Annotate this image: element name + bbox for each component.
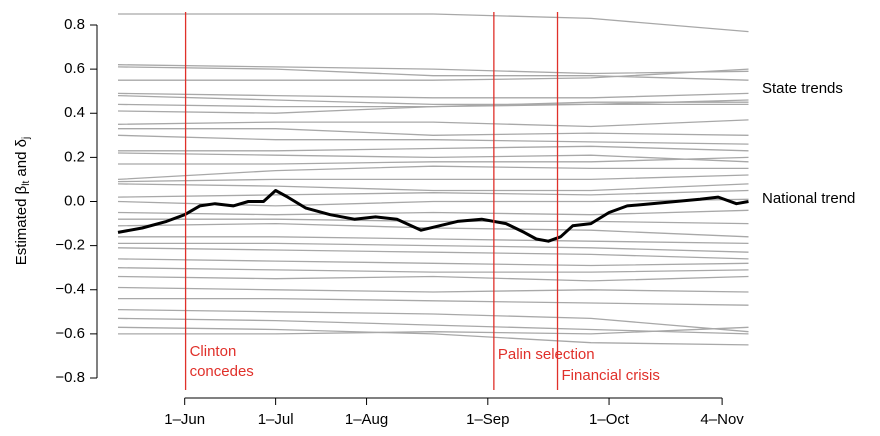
y-axis-label-part: j [21, 137, 32, 140]
state-trend-line [117, 189, 749, 198]
state-trend-line [117, 165, 749, 181]
state-trend-line [117, 267, 749, 273]
y-tick-label: −0.2 [55, 237, 85, 254]
state-trend-line [118, 326, 749, 335]
state-trends-label: State trends [762, 80, 843, 97]
x-tick-label: 1–Sep [466, 411, 509, 428]
state-trend-line [117, 326, 749, 346]
state-trend-line [117, 119, 749, 128]
y-tick-label: −0.8 [55, 369, 85, 386]
y-axis-label-part: lt [21, 181, 32, 186]
state-trend-line [117, 152, 749, 163]
state-trend-line [117, 66, 749, 81]
y-tick-label: 0.4 [64, 104, 85, 121]
national-trend-label: National trend [762, 190, 855, 207]
y-axis-label: Estimated βlt and δj [13, 137, 32, 265]
state-trend-line [117, 134, 749, 145]
x-tick-label: 1–Aug [345, 411, 388, 428]
y-tick-label: −0.4 [55, 281, 85, 298]
state-trend-line [117, 209, 749, 216]
state-trend-line [117, 174, 749, 183]
state-trend-line [118, 68, 749, 81]
state-trend-line [117, 317, 749, 335]
y-tick-label: 0.8 [64, 16, 85, 33]
state-trend-line [117, 183, 749, 192]
state-trend-line [117, 101, 749, 114]
state-trend-line [117, 247, 749, 260]
state-trend-line [117, 222, 749, 238]
y-axis-label-part: and δ [13, 139, 30, 181]
event-label: Palin selection [498, 346, 595, 363]
state-trend-line [118, 128, 749, 136]
event-label: Clinton [190, 343, 237, 360]
national-trend-line [117, 189, 749, 243]
state-trend-line [118, 242, 749, 253]
state-trend-line [118, 156, 749, 165]
state-trend-line [118, 297, 749, 306]
event-label: Financial crisis [562, 367, 660, 384]
state-trend-line [117, 286, 749, 293]
x-tick-label: 1–Jun [164, 411, 205, 428]
state-trend-line [117, 258, 749, 267]
y-tick-label: 0.0 [64, 192, 85, 209]
state-trend-line [117, 308, 749, 333]
state-trend-line [118, 236, 749, 245]
state-trend-line [118, 218, 749, 225]
state-trend-line [117, 94, 749, 106]
state-trend-line [117, 275, 749, 282]
x-tick-label: 1–Jul [258, 411, 294, 428]
state-trend-line [117, 64, 749, 75]
x-tick-label: 4–Nov [700, 411, 744, 428]
state-trend-line [118, 13, 749, 33]
y-axis-label-part: Estimated β [13, 185, 30, 265]
y-tick-label: 0.2 [64, 148, 85, 165]
state-trend-line [117, 92, 749, 99]
event-label: concedes [190, 363, 254, 380]
state-trend-line [118, 145, 749, 152]
y-tick-label: −0.6 [55, 325, 85, 342]
x-tick-label: 1–Oct [589, 411, 630, 428]
y-tick-label: 0.6 [64, 60, 85, 77]
